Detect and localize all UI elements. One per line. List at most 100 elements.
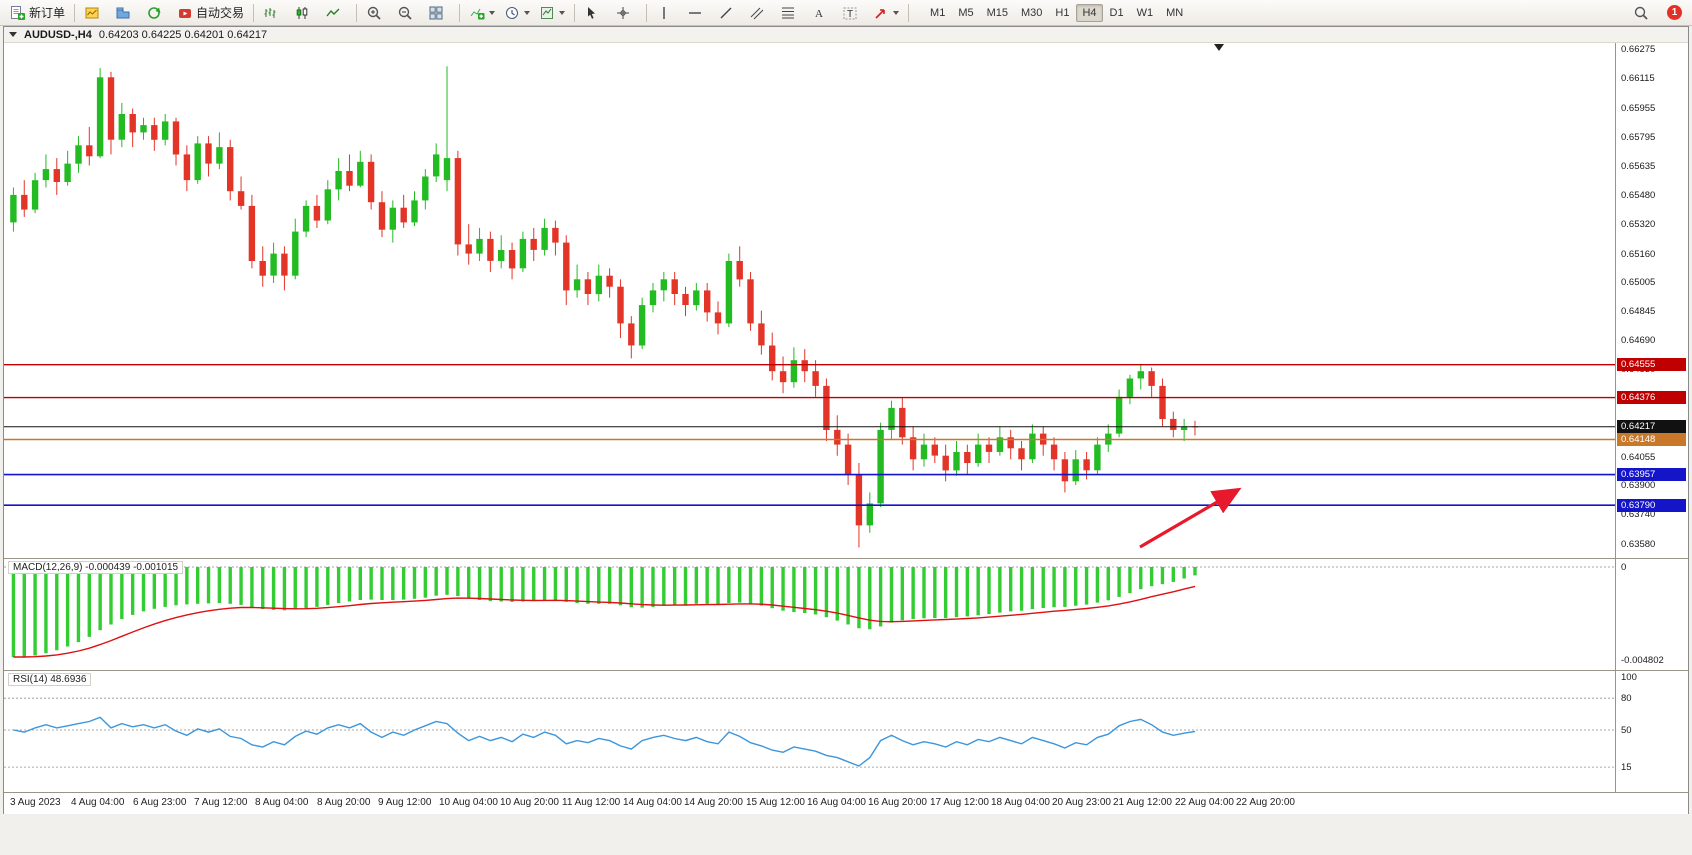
zoom-in-icon (366, 5, 382, 21)
rsi-axis-label: 50 (1621, 725, 1632, 736)
new-order-label: 新订单 (29, 6, 66, 20)
refresh-icon (146, 5, 162, 21)
cursor-icon (584, 5, 600, 21)
rsi-pane[interactable]: RSI(14) 48.6936 100 80 50 15 (4, 671, 1688, 793)
candlestick-plot[interactable] (4, 42, 1618, 558)
price-axis[interactable]: 0.66275 0.66115 0.65955 0.65795 0.65635 0.654… (1615, 42, 1688, 558)
toolbar-separator (74, 3, 76, 22)
time-axis-label: 16 Aug 04:00 (807, 797, 866, 808)
toolbar-right-group: 1 (1629, 1, 1686, 25)
time-axis-label: 14 Aug 04:00 (623, 797, 682, 808)
line-chart-mode-button[interactable] (321, 1, 351, 25)
price-axis-label: 0.64845 (1621, 306, 1656, 317)
search-icon (1633, 5, 1649, 21)
rsi-axis[interactable]: 100 80 50 15 (1615, 671, 1688, 792)
toolbar: 新订单 自动交易 A T M1 M5 M15 M30 H1 H4 D1 W1 MN 1 (0, 0, 1692, 26)
bar-chart-mode-button[interactable] (259, 1, 289, 25)
time-axis-label: 17 Aug 12:00 (930, 797, 989, 808)
toolbar-separator (356, 3, 358, 22)
macd-axis[interactable]: 0 -0.004802 (1615, 559, 1688, 670)
crosshair-tool-button[interactable] (611, 1, 641, 25)
templates-button[interactable] (535, 1, 569, 25)
price-line-label: 0.63790 (1617, 499, 1686, 512)
search-button[interactable] (1629, 1, 1659, 25)
scroll-to-end-marker-icon[interactable] (1214, 44, 1224, 51)
time-axis-label: 8 Aug 04:00 (255, 797, 309, 808)
tile-windows-icon (428, 5, 444, 21)
price-line-label: 0.63957 (1617, 468, 1686, 481)
price-axis-label: 0.65005 (1621, 277, 1656, 288)
fibonacci-tool-button[interactable] (776, 1, 806, 25)
price-axis-label: 0.65160 (1621, 249, 1656, 260)
fibo-icon (780, 5, 796, 21)
rsi-axis-label: 15 (1621, 762, 1632, 773)
chevron-down-icon (893, 10, 900, 15)
channel-tool-button[interactable] (745, 1, 775, 25)
price-pane[interactable]: 0.66275 0.66115 0.65955 0.65795 0.65635 0.654… (4, 42, 1688, 559)
price-line-label: 0.64376 (1617, 391, 1686, 404)
timeframe-h4-button[interactable]: H4 (1076, 3, 1103, 22)
macd-pane[interactable]: MACD(12,26,9) -0.000439 -0.001015 0 -0.00… (4, 559, 1688, 671)
timeframe-m30-button[interactable]: M30 (1021, 6, 1043, 19)
price-axis-label: 0.64055 (1621, 452, 1656, 463)
autotrading-label: 自动交易 (196, 6, 245, 20)
trendline-tool-button[interactable] (714, 1, 744, 25)
timeframe-d1-button[interactable]: D1 (1109, 6, 1124, 19)
text-tool-button[interactable]: A (807, 1, 837, 25)
price-axis-label: 0.63580 (1621, 539, 1656, 550)
new-chart-button[interactable] (80, 1, 110, 25)
price-axis-label: 0.63740 (1621, 509, 1656, 520)
zoom-out-icon (397, 5, 413, 21)
rsi-plot[interactable] (4, 671, 1618, 792)
svg-text:A: A (815, 8, 823, 20)
price-axis-label: 0.64690 (1621, 335, 1656, 346)
time-axis[interactable]: 3 Aug 2023 4 Aug 04:00 6 Aug 23:00 7 Aug 12… (4, 793, 1688, 814)
time-axis-label: 11 Aug 12:00 (562, 797, 621, 808)
line-chart-icon (325, 5, 341, 21)
new-order-icon (10, 5, 26, 21)
price-axis-label: 0.66275 (1621, 44, 1656, 55)
macd-label: MACD(12,26,9) -0.000439 -0.001015 (8, 561, 184, 574)
timeframe-mn-button[interactable]: MN (1166, 6, 1184, 19)
zoom-in-button[interactable] (362, 1, 392, 25)
refresh-button[interactable] (142, 1, 172, 25)
label-icon: T (842, 5, 858, 21)
template-icon (539, 5, 555, 21)
periods-button[interactable] (500, 1, 534, 25)
profiles-button[interactable] (111, 1, 141, 25)
chart-title-bar: AUDUSD-,H4 0.64203 0.64225 0.64201 0.642… (4, 27, 1688, 43)
time-axis-label: 3 Aug 2023 (10, 797, 61, 808)
time-axis-label: 7 Aug 12:00 (194, 797, 248, 808)
shapes-icon (873, 5, 889, 21)
indicators-button[interactable] (465, 1, 499, 25)
price-axis-label: 0.65955 (1621, 103, 1656, 114)
horizontal-line-tool-button[interactable] (683, 1, 713, 25)
macd-plot[interactable] (4, 559, 1618, 670)
new-chart-icon (84, 5, 100, 21)
toolbar-separator (574, 3, 576, 22)
tile-windows-button[interactable] (424, 1, 454, 25)
timeframe-m1-button[interactable]: M1 (930, 6, 946, 19)
autotrading-icon (177, 5, 193, 21)
label-tool-button[interactable]: T (838, 1, 868, 25)
timeframe-h1-button[interactable]: H1 (1055, 6, 1070, 19)
new-order-button[interactable]: 新订单 (6, 1, 69, 25)
vertical-line-tool-button[interactable] (652, 1, 682, 25)
time-axis-label: 22 Aug 04:00 (1175, 797, 1234, 808)
zoom-out-button[interactable] (393, 1, 423, 25)
candle-chart-mode-button[interactable] (290, 1, 320, 25)
autotrading-button[interactable]: 自动交易 (173, 1, 248, 25)
one-click-toggle-icon[interactable] (9, 32, 17, 37)
timeframe-m15-button[interactable]: M15 (986, 6, 1008, 19)
cursor-tool-button[interactable] (580, 1, 610, 25)
time-axis-label: 8 Aug 20:00 (317, 797, 371, 808)
indicators-icon (469, 5, 485, 21)
shapes-tool-button[interactable] (869, 1, 903, 25)
candlestick-icon (294, 5, 310, 21)
notification-badge[interactable]: 1 (1667, 5, 1682, 20)
text-icon: A (811, 5, 827, 21)
timeframe-m5-button[interactable]: M5 (958, 6, 974, 19)
price-line-label: 0.64555 (1617, 358, 1686, 371)
timeframe-w1-button[interactable]: W1 (1136, 6, 1154, 19)
chevron-down-icon (559, 10, 566, 15)
